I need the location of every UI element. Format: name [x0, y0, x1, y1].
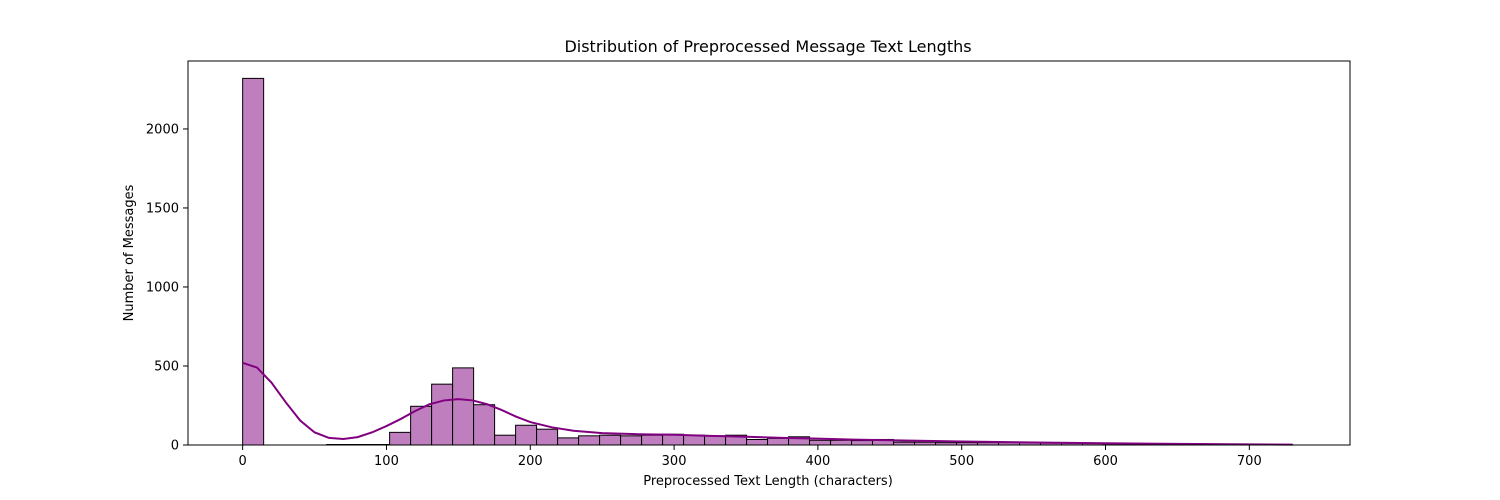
histogram-bar	[851, 440, 874, 446]
y-axis-label: Number of Messages	[122, 184, 137, 321]
y-axis-ticks: 0 500 1000 1500 2000	[146, 122, 188, 454]
x-tick-label: 300	[662, 454, 687, 469]
histogram-bar	[620, 435, 643, 446]
histogram-bar	[830, 439, 853, 446]
histogram-bar	[746, 438, 769, 446]
y-tick-label: 1000	[146, 280, 179, 295]
histogram-bar	[704, 435, 727, 446]
x-tick-label: 600	[1093, 454, 1118, 469]
y-tick-label: 0	[171, 439, 179, 454]
y-tick-label: 2000	[146, 122, 179, 137]
x-tick-label: 100	[374, 454, 399, 469]
histogram-bar	[431, 383, 454, 446]
histogram-bar	[767, 437, 790, 446]
y-tick-label: 500	[154, 359, 179, 374]
x-tick-label: 700	[1237, 454, 1262, 469]
histogram-bar	[389, 431, 412, 446]
kde-curve	[242, 361, 1293, 446]
x-axis-ticks: 0 100 200 300 400 500 600 700	[239, 445, 1262, 469]
x-tick-label: 500	[949, 454, 974, 469]
x-axis-label: Preprocessed Text Length (characters)	[643, 474, 893, 489]
chart-title: Distribution of Preprocessed Message Tex…	[564, 37, 971, 56]
histogram-bar	[641, 434, 664, 446]
histogram-bar	[683, 434, 706, 446]
histogram-bar	[242, 77, 265, 446]
x-tick-label: 0	[239, 454, 247, 469]
x-tick-label: 400	[805, 454, 830, 469]
histogram-bar	[599, 434, 622, 446]
histogram-bar	[515, 424, 538, 446]
histogram-bar	[536, 428, 559, 446]
histogram-bars	[242, 77, 1293, 446]
histogram-bar	[557, 437, 580, 446]
histogram-bar	[473, 404, 496, 446]
x-tick-label: 200	[518, 454, 543, 469]
plot-frame	[187, 60, 1351, 446]
histogram-bar	[452, 367, 475, 446]
histogram-bar	[494, 434, 517, 446]
histogram-bar	[578, 435, 601, 446]
histogram-bar	[809, 439, 832, 446]
y-tick-label: 1500	[146, 201, 179, 216]
